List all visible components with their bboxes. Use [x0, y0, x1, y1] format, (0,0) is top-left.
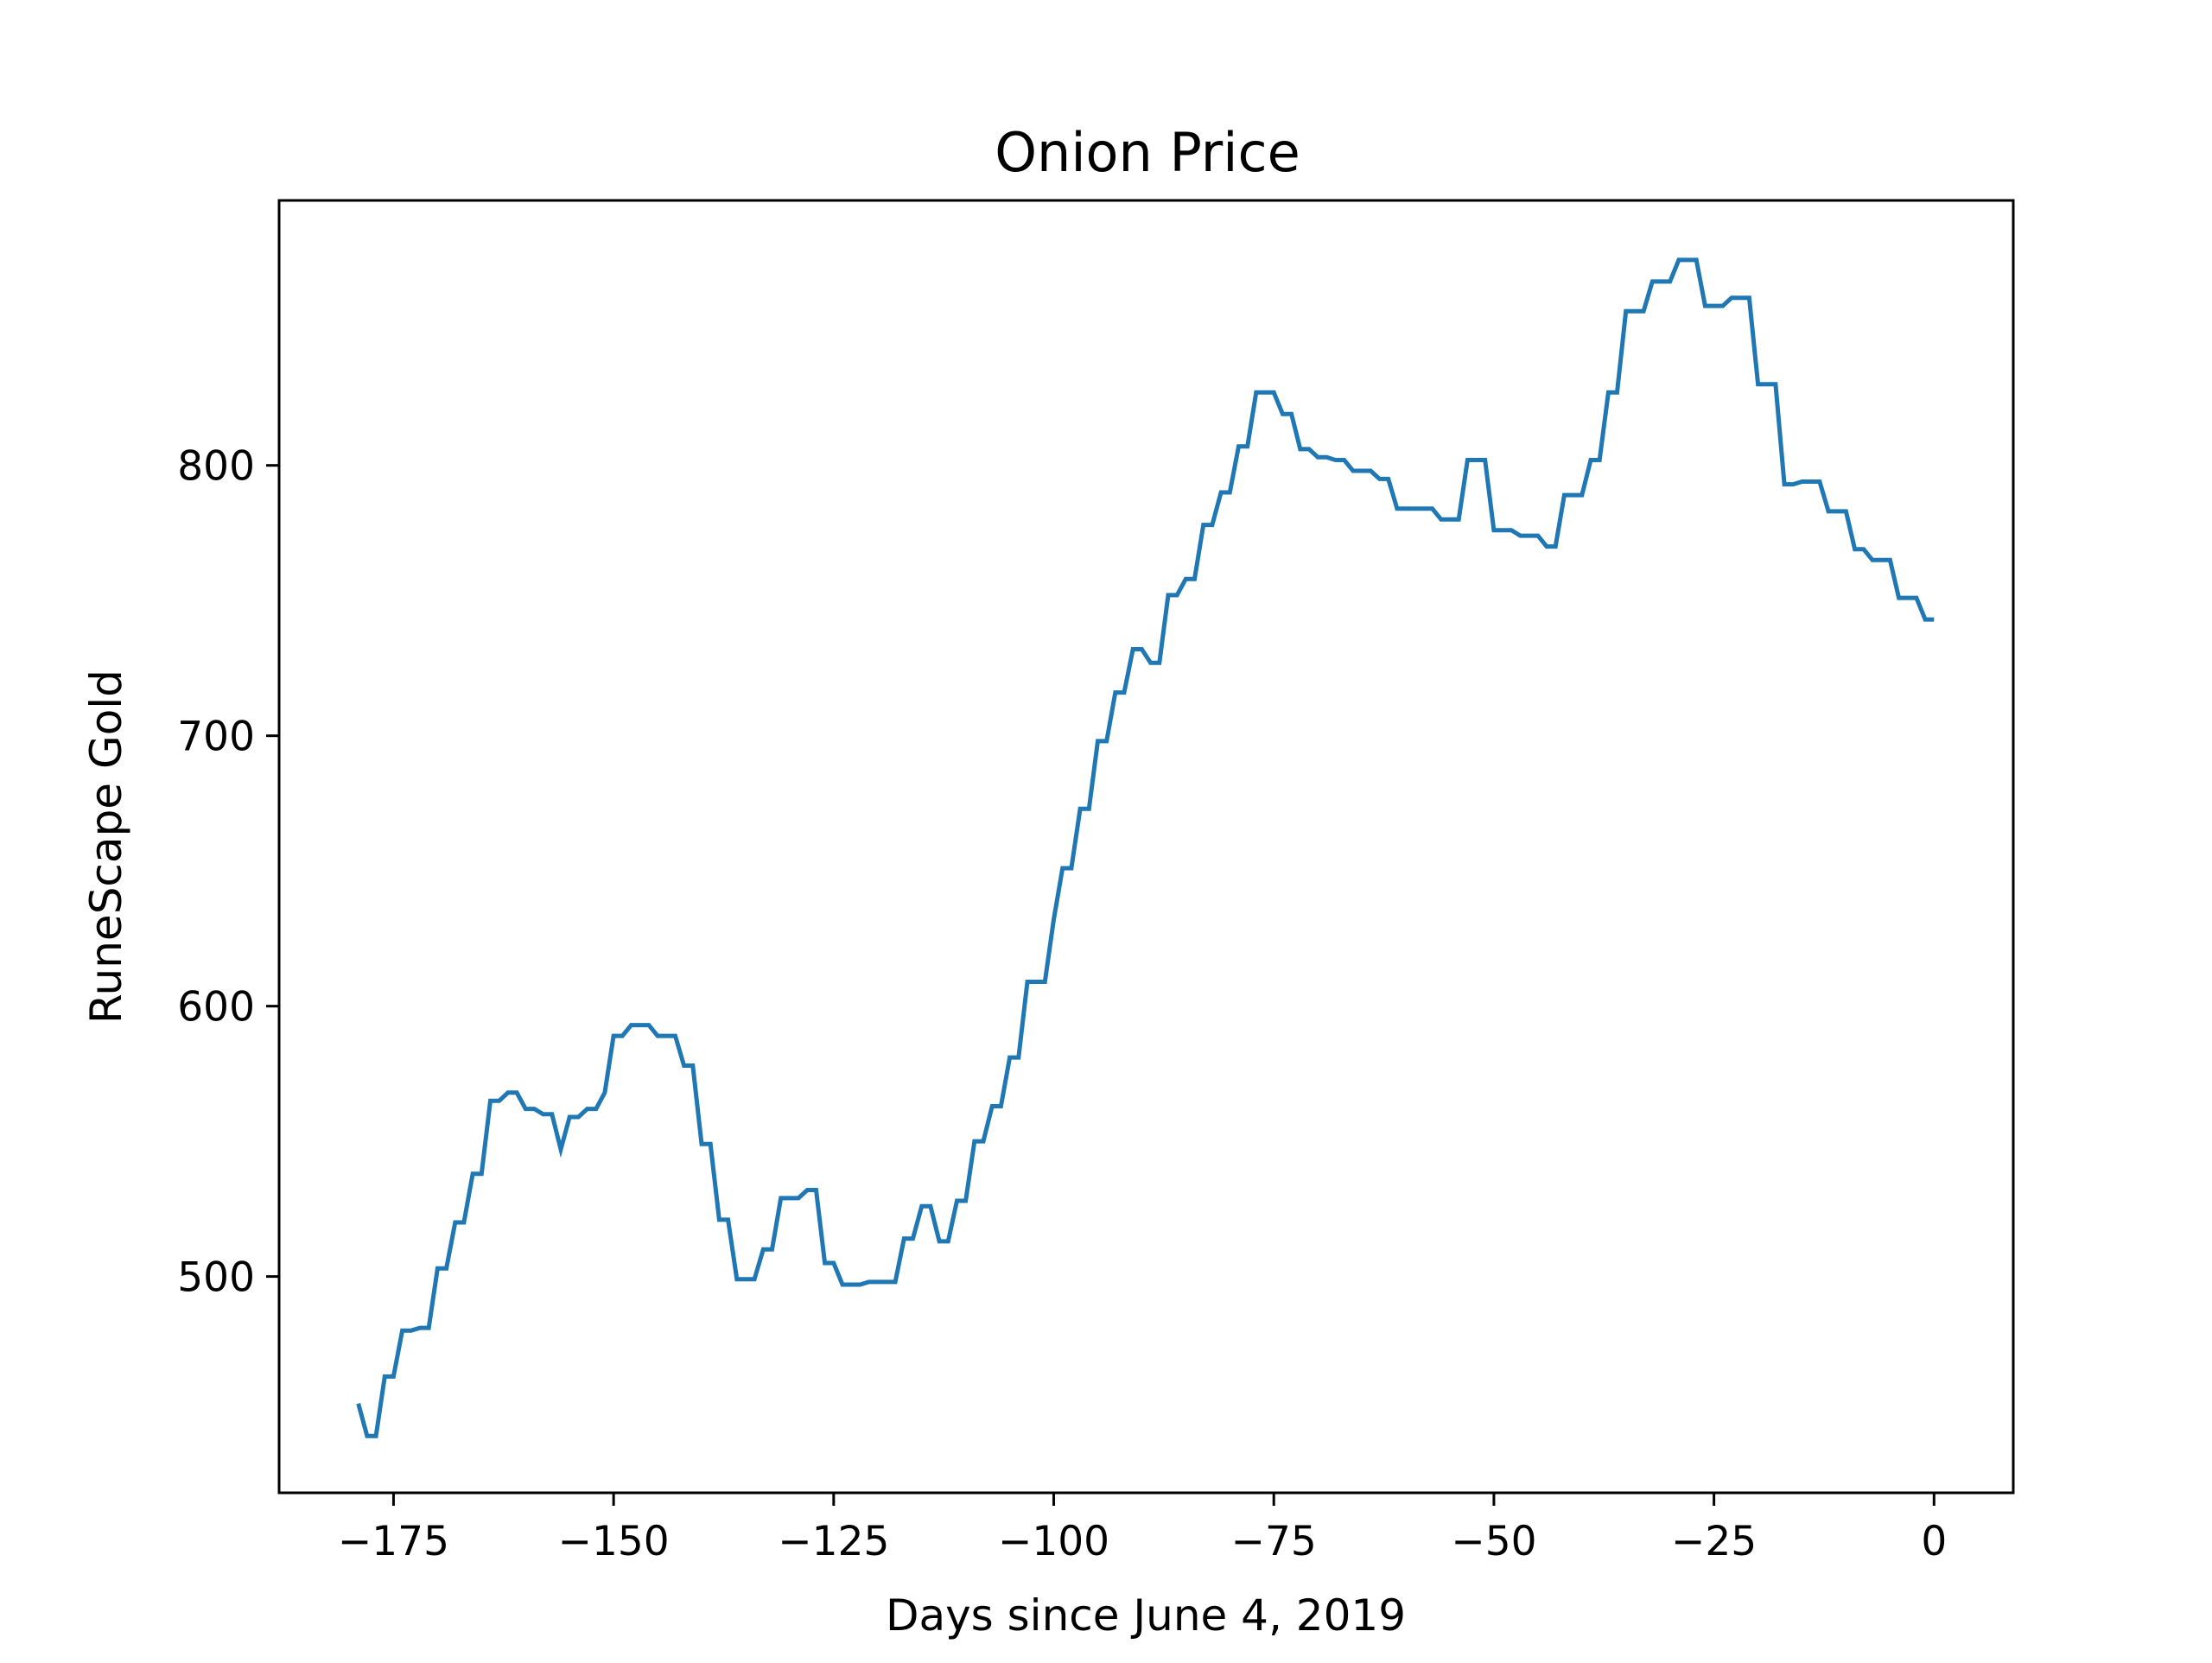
x-tick-label: −100: [998, 1518, 1109, 1565]
price-series-line: [356, 257, 1935, 1438]
x-tick-label: −25: [1671, 1518, 1757, 1565]
y-tick-label: 500: [177, 1254, 255, 1302]
y-axis: 500 600 700 800: [177, 443, 279, 1302]
x-tick-label: −125: [778, 1518, 889, 1565]
x-tick-label: −175: [338, 1518, 449, 1565]
y-tick-label: 700: [177, 714, 255, 761]
y-axis-label: RuneScape Gold: [81, 670, 131, 1024]
x-tick-label: −50: [1451, 1518, 1536, 1565]
chart-title: Onion Price: [995, 121, 1300, 184]
x-tick-label: −75: [1231, 1518, 1317, 1565]
plot-lines: [356, 257, 1935, 1438]
x-tick-label: 0: [1921, 1518, 1947, 1565]
y-tick-label: 800: [177, 443, 255, 491]
plot-area-frame: [277, 199, 2015, 1495]
x-axis: −175 −150 −125 −100 −75 −50 −25 0: [338, 1493, 1947, 1565]
y-tick-label: 600: [177, 984, 255, 1031]
x-tick-label: −150: [558, 1518, 670, 1565]
x-axis-label: Days since June 4, 2019: [886, 1590, 1406, 1641]
